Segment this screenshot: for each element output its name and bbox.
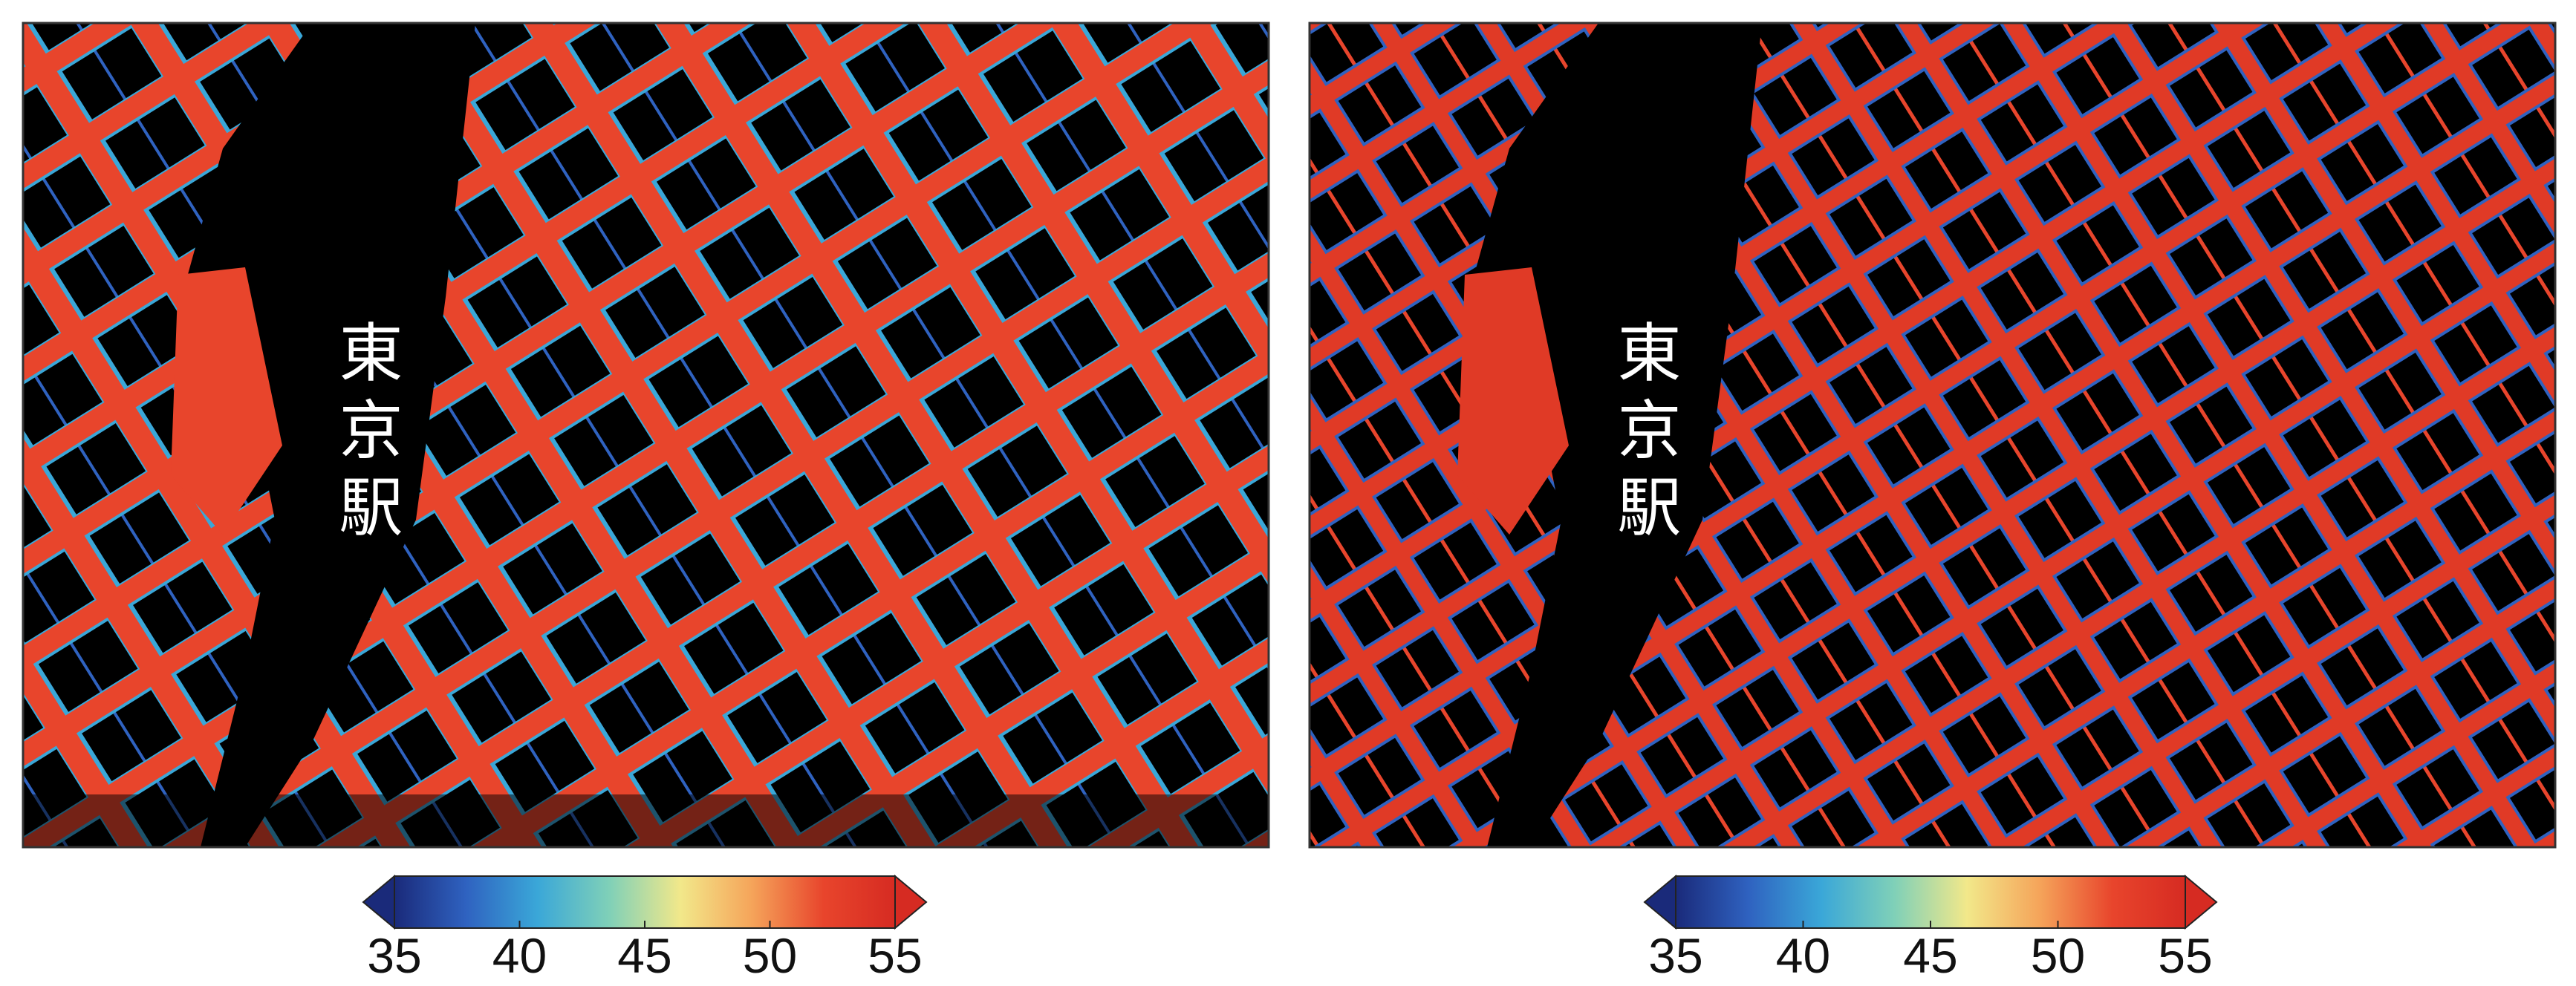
- colorbar-tick-label: 40: [492, 928, 547, 983]
- colorbar-tick-label: 50: [2031, 928, 2085, 983]
- colorbar-tick-label: 55: [868, 928, 922, 983]
- station-label: 東京駅: [328, 319, 402, 551]
- colorbar-extend-low: [362, 874, 395, 930]
- colorbar-extend-high: [2185, 874, 2218, 930]
- colorbar: [1675, 875, 2186, 929]
- colorbar-tick-label: 40: [1776, 928, 1830, 983]
- colorbar-tick-label: 55: [2158, 928, 2212, 983]
- map-left: [22, 22, 1270, 849]
- colorbar-tick-label: 35: [1648, 928, 1702, 983]
- colorbar-tick-label: 45: [1903, 928, 1957, 983]
- colorbar-tick-label: 35: [367, 928, 421, 983]
- station-label: 東京駅: [1606, 319, 1680, 551]
- colorbar-extend-high: [894, 874, 928, 930]
- colorbar: [394, 875, 896, 929]
- colorbar-extend-low: [1643, 874, 1676, 930]
- colorbar-tick-label: 50: [743, 928, 797, 983]
- map-right: [1308, 22, 2557, 849]
- colorbar-tick-label: 45: [617, 928, 671, 983]
